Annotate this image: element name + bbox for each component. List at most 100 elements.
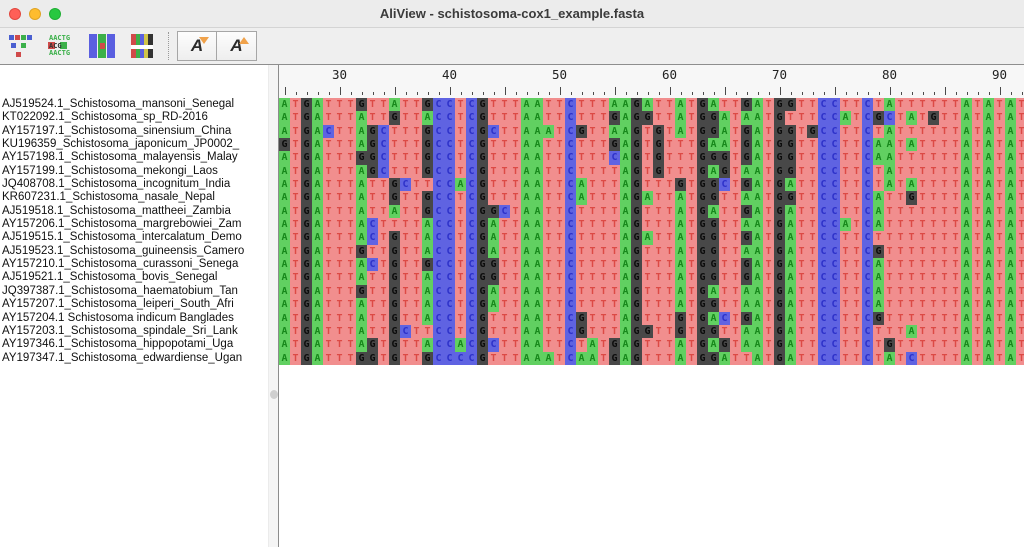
nucleotide-cell[interactable]: A <box>741 191 752 205</box>
nucleotide-cell[interactable]: G <box>631 338 642 352</box>
nucleotide-cell[interactable]: C <box>323 124 334 139</box>
nucleotide-cell[interactable]: A <box>785 178 796 192</box>
nucleotide-cell[interactable]: C <box>829 191 840 205</box>
nucleotide-cell[interactable]: A <box>488 298 499 312</box>
nucleotide-cell[interactable]: G <box>774 311 785 325</box>
scrollbar-thumb[interactable] <box>270 390 278 399</box>
nucleotide-cell[interactable]: T <box>664 244 675 259</box>
nucleotide-cell[interactable]: T <box>763 244 774 259</box>
nucleotide-cell[interactable]: C <box>565 98 576 112</box>
nucleotide-cell[interactable]: G <box>631 218 642 232</box>
nucleotide-cell[interactable]: A <box>983 311 994 325</box>
nucleotide-cell[interactable]: T <box>587 311 598 325</box>
nucleotide-cell[interactable]: T <box>895 338 906 352</box>
nucleotide-cell[interactable]: T <box>488 151 499 165</box>
nucleotide-cell[interactable]: A <box>312 231 323 245</box>
nucleotide-cell[interactable]: G <box>741 151 752 165</box>
nucleotide-cell[interactable]: T <box>686 151 697 165</box>
nucleotide-cell[interactable]: T <box>455 218 466 232</box>
nucleotide-cell[interactable]: T <box>653 271 664 285</box>
nucleotide-cell[interactable]: A <box>1005 138 1016 152</box>
nucleotide-cell[interactable]: G <box>774 124 785 139</box>
nucleotide-cell[interactable]: T <box>719 218 730 232</box>
nucleotide-cell[interactable]: T <box>807 218 818 232</box>
nucleotide-cell[interactable]: T <box>840 311 851 325</box>
nucleotide-cell[interactable]: A <box>279 338 290 352</box>
nucleotide-cell[interactable]: T <box>400 351 411 365</box>
nucleotide-cell[interactable]: T <box>554 351 565 365</box>
nucleotide-cell[interactable]: G <box>422 124 433 139</box>
nucleotide-cell[interactable]: T <box>510 164 521 179</box>
nucleotide-cell[interactable]: T <box>851 271 862 285</box>
nucleotide-cell[interactable]: T <box>895 244 906 259</box>
nucleotide-cell[interactable]: T <box>664 111 675 125</box>
nucleotide-cell[interactable]: A <box>873 138 884 152</box>
nucleotide-cell[interactable]: T <box>895 98 906 112</box>
nucleotide-cell[interactable]: A <box>312 218 323 232</box>
nucleotide-cell[interactable]: G <box>653 138 664 152</box>
nucleotide-cell[interactable]: C <box>829 218 840 232</box>
nucleotide-cell[interactable]: T <box>796 124 807 139</box>
nucleotide-cell[interactable]: T <box>653 284 664 299</box>
nucleotide-cell[interactable]: T <box>367 271 378 285</box>
nucleotide-cell[interactable]: T <box>510 218 521 232</box>
nucleotide-cell[interactable]: T <box>290 138 301 152</box>
nucleotide-cell[interactable]: C <box>862 284 873 299</box>
nucleotide-cell[interactable]: A <box>312 191 323 205</box>
nucleotide-cell[interactable]: A <box>752 164 763 179</box>
nucleotide-cell[interactable]: C <box>378 151 389 165</box>
nucleotide-cell[interactable]: A <box>532 98 543 112</box>
nucleotide-cell[interactable]: T <box>950 284 961 299</box>
nucleotide-cell[interactable]: T <box>796 204 807 219</box>
nucleotide-cell[interactable]: G <box>631 138 642 152</box>
nucleotide-cell[interactable]: T <box>1016 271 1024 285</box>
nucleotide-cell[interactable]: A <box>356 138 367 152</box>
nucleotide-cell[interactable]: T <box>719 191 730 205</box>
nucleotide-cell[interactable]: T <box>686 324 697 339</box>
nucleotide-cell[interactable]: T <box>367 191 378 205</box>
nucleotide-cell[interactable]: T <box>928 98 939 112</box>
nucleotide-cell[interactable]: T <box>367 204 378 219</box>
nucleotide-cell[interactable]: A <box>356 258 367 272</box>
nucleotide-cell[interactable]: T <box>587 231 598 245</box>
nucleotide-cell[interactable]: T <box>763 338 774 352</box>
nucleotide-cell[interactable]: T <box>763 151 774 165</box>
nucleotide-cell[interactable]: T <box>807 271 818 285</box>
nucleotide-cell[interactable]: T <box>917 111 928 125</box>
nucleotide-cell[interactable]: G <box>367 138 378 152</box>
nucleotide-cell[interactable]: T <box>587 178 598 192</box>
nucleotide-cell[interactable]: G <box>697 204 708 219</box>
nucleotide-cell[interactable]: T <box>499 124 510 139</box>
nucleotide-cell[interactable]: G <box>631 231 642 245</box>
nucleotide-cell[interactable]: G <box>741 204 752 219</box>
nucleotide-cell[interactable]: G <box>609 138 620 152</box>
nucleotide-cell[interactable]: T <box>367 298 378 312</box>
nucleotide-cell[interactable]: T <box>587 164 598 179</box>
nucleotide-cell[interactable]: T <box>686 244 697 259</box>
nucleotide-cell[interactable]: T <box>851 204 862 219</box>
nucleotide-cell[interactable]: T <box>411 324 422 339</box>
nucleotide-cell[interactable]: C <box>433 151 444 165</box>
nucleotide-cell[interactable]: G <box>774 284 785 299</box>
nucleotide-cell[interactable]: T <box>950 191 961 205</box>
nucleotide-cell[interactable]: T <box>719 284 730 299</box>
sequence-name-item[interactable]: AJ519523.1_Schistosoma_guineensis_Camero <box>2 244 245 257</box>
nucleotide-cell[interactable]: T <box>598 138 609 152</box>
nucleotide-cell[interactable]: T <box>730 124 741 139</box>
nucleotide-cell[interactable]: T <box>664 324 675 339</box>
nucleotide-cell[interactable]: A <box>983 284 994 299</box>
nucleotide-cell[interactable]: G <box>697 151 708 165</box>
nucleotide-cell[interactable]: T <box>334 191 345 205</box>
nucleotide-cell[interactable]: A <box>983 244 994 259</box>
nucleotide-cell[interactable]: T <box>598 258 609 272</box>
nucleotide-cell[interactable]: A <box>521 311 532 325</box>
nucleotide-cell[interactable]: T <box>906 338 917 352</box>
nucleotide-cell[interactable]: T <box>587 218 598 232</box>
nucleotide-cell[interactable]: T <box>950 324 961 339</box>
nucleotide-cell[interactable]: T <box>334 111 345 125</box>
nucleotide-cell[interactable]: G <box>697 178 708 192</box>
nucleotide-cell[interactable]: T <box>807 111 818 125</box>
nucleotide-cell[interactable]: G <box>422 204 433 219</box>
nucleotide-cell[interactable]: T <box>807 311 818 325</box>
nucleotide-cell[interactable]: A <box>719 124 730 139</box>
